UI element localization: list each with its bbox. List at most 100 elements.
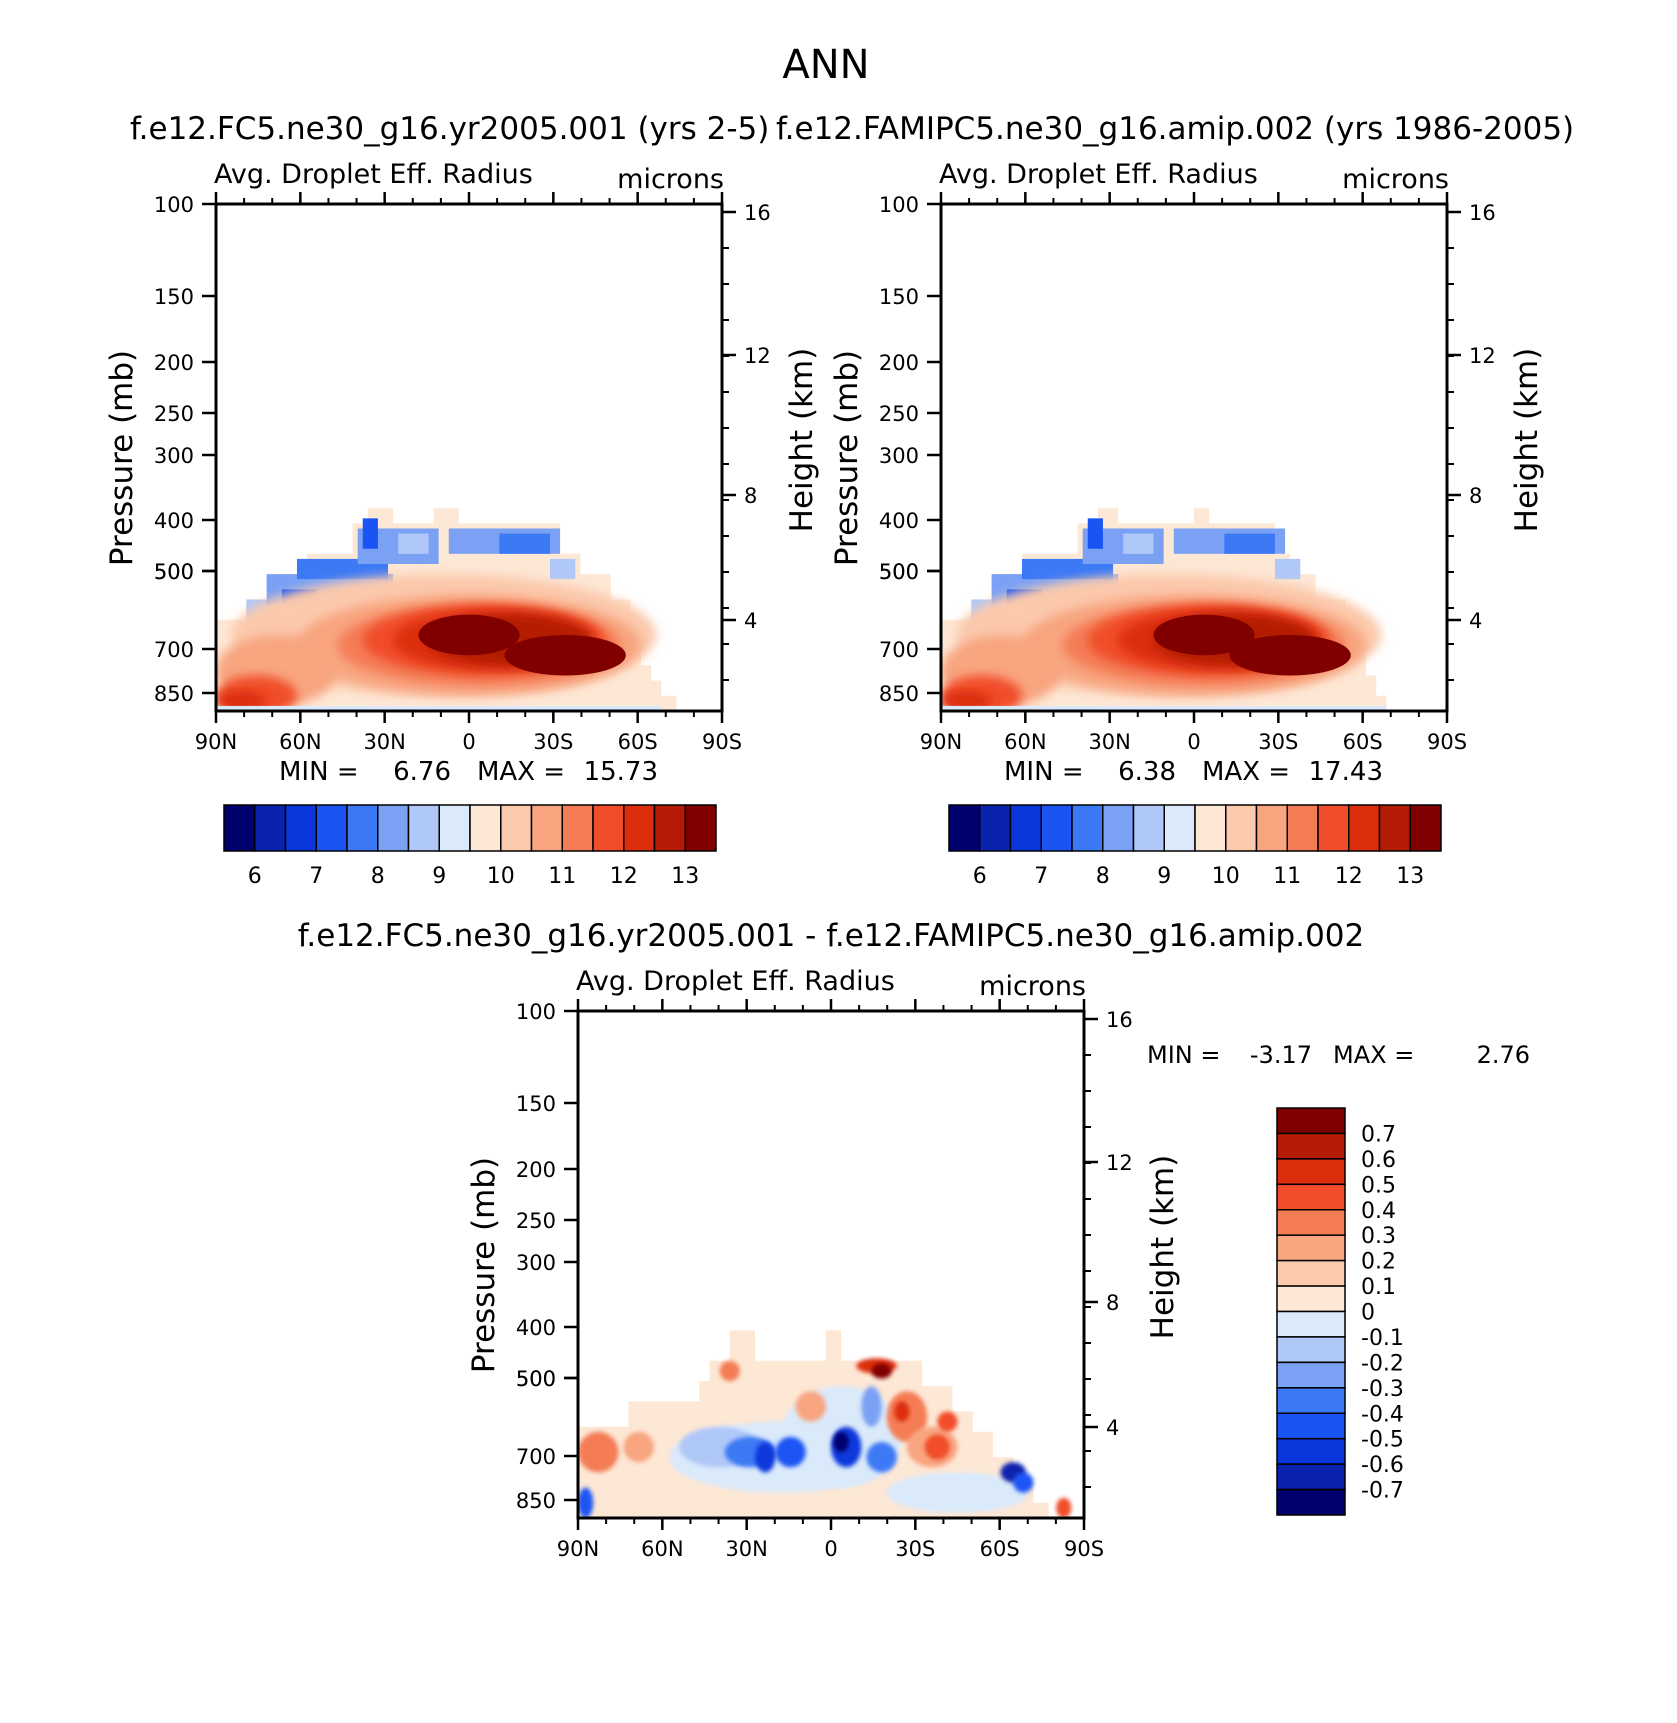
panel-3-max-label: MAX = [1333, 1041, 1414, 1069]
panel-2-contour [1123, 533, 1154, 554]
panel-2-ytick-label: 300 [879, 444, 919, 468]
panel-3-contour [1013, 1472, 1034, 1493]
panel-2-colorbar-label: 11 [1273, 864, 1301, 889]
panel-1-colorbar-cell [315, 804, 348, 852]
panel-1-xtick-label: 0 [462, 730, 475, 754]
panel-3-right-label: microns [979, 971, 1086, 1002]
panel-2-right-label: microns [1342, 164, 1449, 195]
page-title: ANN [782, 42, 869, 88]
panel-1-colorbar-cell [530, 804, 563, 852]
panel-1-colorbar-cell [223, 804, 256, 852]
panel-2: f.e12.FAMIPC5.ne30_g16.amip.002 (yrs 198… [776, 111, 1574, 889]
panel-3-xtick-label: 90S [1064, 1537, 1104, 1561]
panel-1-colorbar-label: 10 [487, 864, 515, 889]
panel-1-colorbar-label: 9 [432, 864, 446, 889]
panel-2-ytick-label: 850 [879, 682, 919, 706]
panel-1-colorbar-label: 6 [248, 864, 262, 889]
panel-1-ytick-label: 700 [154, 638, 194, 662]
panel-3-colorbar-cell [1276, 1285, 1346, 1313]
panel-3-ytick-label: 300 [516, 1251, 556, 1275]
panel-1-field [216, 508, 677, 711]
panel-3-ytick-label: 150 [516, 1092, 556, 1116]
panel-1-ylabel: Pressure (mb) [104, 350, 140, 566]
panel-2-colorbar-cell [1409, 804, 1442, 852]
panel-1-colorbar-cell [284, 804, 317, 852]
panel-2-xtick-label: 30N [1088, 730, 1130, 754]
panel-3-min-label: MIN = [1147, 1041, 1220, 1069]
panel-2-xtick-label: 0 [1187, 730, 1200, 754]
panel-3-colorbar-cell [1276, 1132, 1346, 1160]
panel-2-colorbar-cell [1071, 804, 1104, 852]
panel-3-colorbar-cell [1276, 1488, 1346, 1516]
panel-1-ytick-label: 500 [154, 560, 194, 584]
panel-3-colorbar-cell [1276, 1234, 1346, 1262]
panel-1-colorbar-label: 13 [671, 864, 699, 889]
panel-3-colorbar-label: 0.6 [1361, 1148, 1396, 1173]
panel-3-y2tick-label: 12 [1106, 1151, 1133, 1175]
panel-3-colorbar-cell [1276, 1259, 1346, 1287]
panel-1-ytick-label: 300 [154, 444, 194, 468]
panel-2-ytick-label: 250 [879, 402, 919, 426]
panel-1-y2tick-label: 16 [744, 201, 771, 225]
panel-2-min-value: 6.38 [1118, 757, 1176, 787]
panel-2-colorbar-cell [1378, 804, 1411, 852]
panel-1-field-shapes [216, 508, 677, 711]
panel-3-contour [871, 1363, 892, 1379]
panel-1-left-label: Avg. Droplet Eff. Radius [214, 159, 533, 190]
panel-2-xtick-label: 60N [1004, 730, 1046, 754]
panel-3-colorbar-cell [1276, 1183, 1346, 1211]
panel-1-ytick-label: 400 [154, 509, 194, 533]
panel-2-field [941, 508, 1387, 711]
panel-3-colorbar-label: 0.1 [1361, 1275, 1396, 1300]
panel-2-ytick-label: 200 [879, 351, 919, 375]
panel-1-contour [296, 558, 389, 580]
panel-3-min-value: -3.17 [1250, 1041, 1312, 1069]
panel-3-colorbar-label: 0.5 [1361, 1173, 1396, 1198]
panel-1-contour [504, 634, 626, 676]
panel-2-ytick-label: 150 [879, 285, 919, 309]
panel-2-ytick-label: 500 [879, 560, 919, 584]
panel-1-xtick-label: 30N [363, 730, 405, 754]
panel-3-field-shapes [578, 1330, 1072, 1518]
panel-3-contour [1056, 1497, 1072, 1518]
panel-1-colorbar-cell [377, 804, 410, 852]
panel-2-colorbar: 6 7 8 9 10 11 12 13 [948, 804, 1442, 889]
panel-2-colorbar-cell [1009, 804, 1042, 852]
panel-2-xtick-label: 90S [1427, 730, 1467, 754]
panel-1: f.e12.FC5.ne30_g16.yr2005.001 (yrs 2-5) … [104, 111, 820, 889]
panel-2-colorbar-label: 10 [1212, 864, 1240, 889]
panel-3-max-value: 2.76 [1477, 1041, 1530, 1069]
panel-3-colorbar-label: -0.3 [1361, 1377, 1404, 1402]
panel-3-xtick-label: 30N [725, 1537, 767, 1561]
panel-3-colorbar-label: 0.3 [1361, 1224, 1396, 1249]
panel-1-contour [418, 614, 520, 656]
panel-3-colorbar-label: 0 [1361, 1301, 1375, 1326]
panel-3-xtick-label: 30S [895, 1537, 935, 1561]
panel-3-y2tick-label: 8 [1106, 1291, 1119, 1315]
panel-2-colorbar-cell [1102, 804, 1135, 852]
panel-2-colorbar-label: 7 [1034, 864, 1048, 889]
panel-3-contour [833, 1431, 849, 1453]
panel-3-colorbar-label: -0.5 [1361, 1428, 1404, 1453]
panel-2-colorbar-cell [1286, 804, 1319, 852]
panel-2-colorbar-label: 8 [1096, 864, 1110, 889]
panel-1-colorbar-label: 8 [371, 864, 385, 889]
panel-3-title: f.e12.FC5.ne30_g16.yr2005.001 - f.e12.FA… [298, 918, 1365, 954]
panel-2-colorbar-cell [979, 804, 1012, 852]
panel-3-ytick-label: 100 [516, 1000, 556, 1024]
panel-2-y2tick-label: 8 [1469, 484, 1482, 508]
panel-3-contour [775, 1436, 806, 1468]
panel-2-contour [1274, 558, 1301, 580]
panel-3-ytick-label: 700 [516, 1445, 556, 1469]
panel-1-colorbar-cell [500, 804, 533, 852]
panel-1-title: f.e12.FC5.ne30_g16.yr2005.001 (yrs 2-5) [130, 111, 769, 147]
panel-2-colorbar-cell [948, 804, 981, 852]
panel-1-ytick-label: 250 [154, 402, 194, 426]
panel-1-max-label: MAX = [477, 757, 565, 787]
panel-2-ytick-label: 500 [879, 560, 919, 584]
panel-3-colorbar-label: 0.4 [1361, 1199, 1396, 1224]
panel-2-colorbar-label: 9 [1157, 864, 1171, 889]
panel-3-colorbar-label: -0.1 [1361, 1326, 1404, 1351]
panel-1-y2tick-label: 12 [744, 344, 771, 368]
